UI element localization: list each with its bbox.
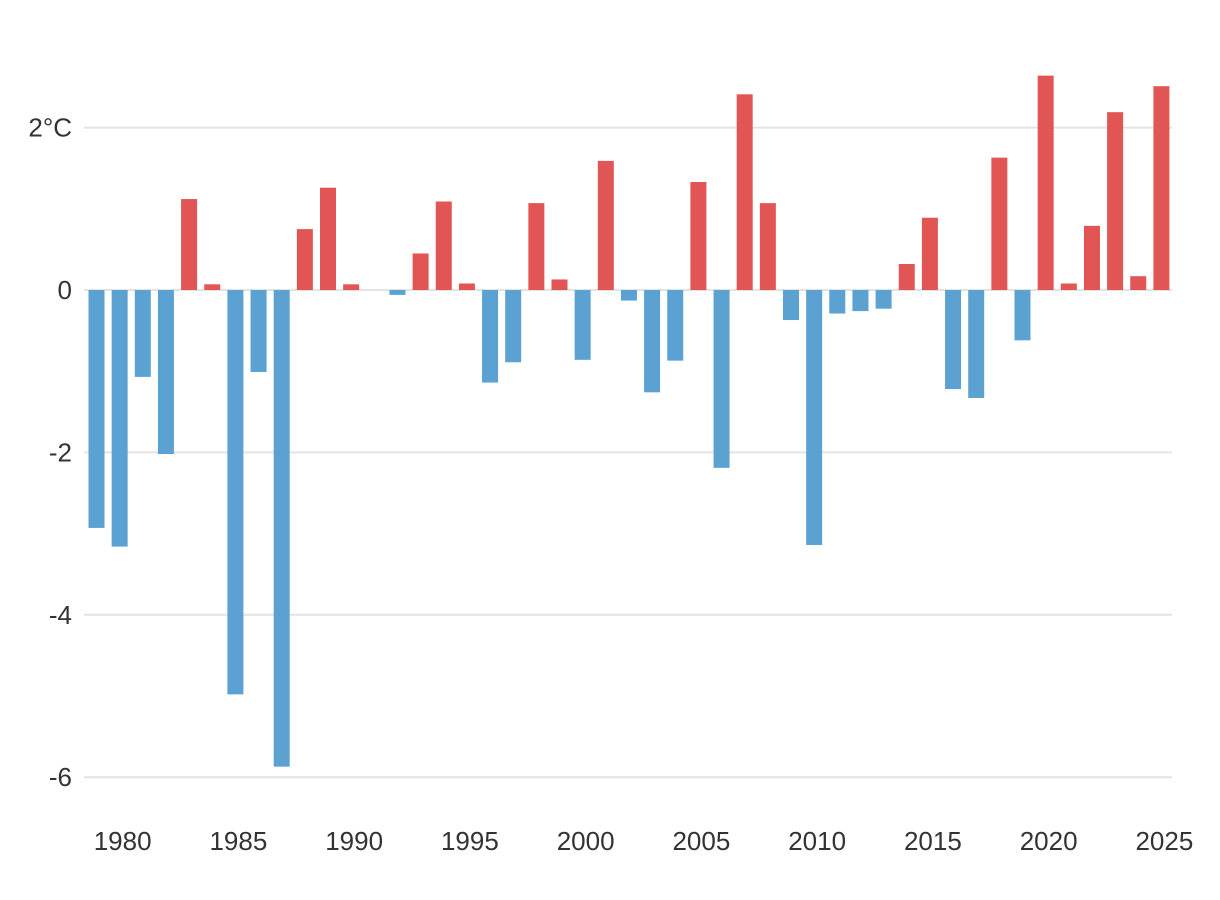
- bar-2020: [1037, 75, 1054, 291]
- bar-1982: [157, 290, 174, 455]
- bar-2003: [644, 290, 661, 393]
- bar-2024: [1130, 276, 1147, 290]
- bar-2015: [921, 217, 938, 290]
- y-axis-labels: 2°C 0 -2 -4 -6: [28, 113, 72, 793]
- bar-2008: [759, 203, 776, 290]
- x-tick-label: 1980: [94, 826, 152, 856]
- bar-2006: [713, 290, 730, 468]
- bar-2011: [829, 290, 846, 314]
- bar-1980: [111, 290, 128, 547]
- bar-1981: [134, 290, 151, 377]
- bar-2010: [806, 290, 823, 545]
- bar-1985: [227, 290, 244, 695]
- x-tick-label: 1990: [325, 826, 383, 856]
- bar-1994: [435, 201, 452, 290]
- bar-1990: [343, 284, 360, 290]
- bar-1984: [204, 284, 221, 290]
- bar-2018: [991, 157, 1008, 290]
- bar-2019: [1014, 290, 1031, 341]
- x-tick-label: 2010: [788, 826, 846, 856]
- y-tick-label: 0: [58, 275, 72, 305]
- bar-1989: [320, 187, 336, 290]
- bar-2000: [574, 290, 591, 360]
- y-tick-label: 2°C: [28, 113, 72, 143]
- bar-2002: [620, 290, 637, 301]
- x-tick-label: 1985: [209, 826, 267, 856]
- bar-1983: [181, 199, 198, 290]
- x-tick-label: 2000: [557, 826, 615, 856]
- bar-1979: [88, 290, 105, 528]
- bar-2007: [736, 94, 753, 290]
- bar-1993: [412, 253, 429, 290]
- bar-1997: [505, 290, 522, 363]
- bar-2021: [1060, 283, 1077, 290]
- bar-2016: [945, 290, 962, 390]
- y-tick-label: -2: [49, 437, 72, 467]
- y-tick-label: -4: [49, 600, 72, 630]
- bar-1988: [296, 229, 313, 290]
- bar-2025: [1153, 86, 1170, 290]
- bar-2001: [597, 160, 614, 290]
- grid-lines: [84, 126, 1172, 779]
- y-tick-label: -6: [49, 762, 72, 792]
- x-tick-label: 1995: [441, 826, 499, 856]
- bar-2004: [667, 290, 684, 361]
- bar-2013: [875, 290, 892, 309]
- x-tick-label: 2025: [1135, 826, 1193, 856]
- x-tick-label: 2020: [1020, 826, 1078, 856]
- bar-1987: [273, 290, 290, 767]
- bar-1995: [458, 283, 475, 290]
- bar-2005: [690, 182, 707, 290]
- bar-1986: [250, 290, 267, 373]
- bar-1996: [482, 290, 499, 383]
- bar-2009: [783, 290, 799, 321]
- bar-1992: [389, 290, 406, 295]
- bar-2023: [1107, 112, 1124, 290]
- bar-1999: [551, 279, 568, 290]
- bar-1998: [528, 203, 545, 290]
- x-tick-label: 2005: [672, 826, 730, 856]
- bar-2014: [898, 264, 915, 290]
- x-tick-label: 2015: [904, 826, 962, 856]
- bar-2017: [968, 290, 985, 398]
- bars: [88, 75, 1170, 767]
- bar-2012: [852, 290, 869, 312]
- bar-2022: [1083, 225, 1100, 290]
- x-axis-labels: 1980 1985 1990 1995 2000 2005 2010 2015 2020 2025: [94, 826, 1194, 856]
